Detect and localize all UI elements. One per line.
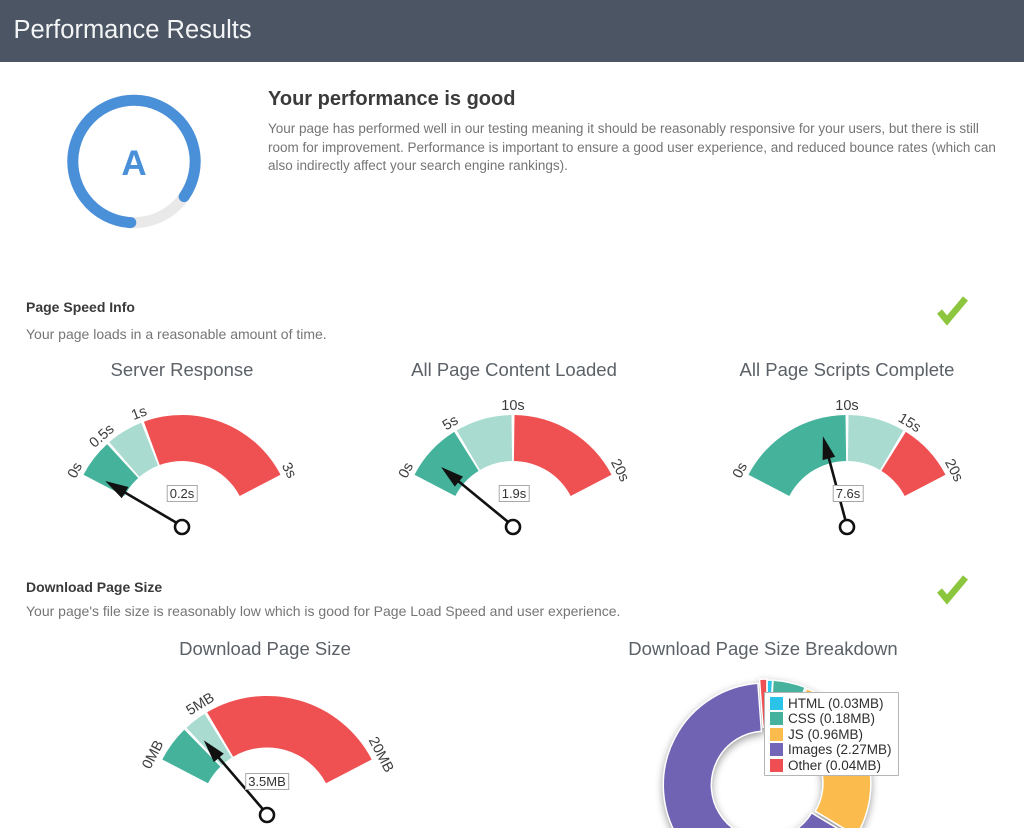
svg-text:3s: 3s [278, 460, 299, 481]
svg-text:0s: 0s [730, 460, 751, 481]
svg-text:0s: 0s [396, 460, 417, 481]
svg-text:0s: 0s [65, 460, 86, 481]
svg-text:10s: 10s [835, 398, 858, 414]
svg-text:0.5s: 0.5s [87, 421, 118, 451]
svg-text:20s: 20s [607, 456, 632, 484]
svg-text:1s: 1s [129, 403, 149, 423]
svg-text:20MB: 20MB [365, 734, 397, 775]
svg-text:0MB: 0MB [139, 738, 167, 772]
svg-text:20s: 20s [941, 456, 966, 484]
svg-text:5s: 5s [440, 412, 461, 434]
svg-text:A: A [121, 144, 146, 183]
svg-text:10s: 10s [501, 398, 524, 414]
